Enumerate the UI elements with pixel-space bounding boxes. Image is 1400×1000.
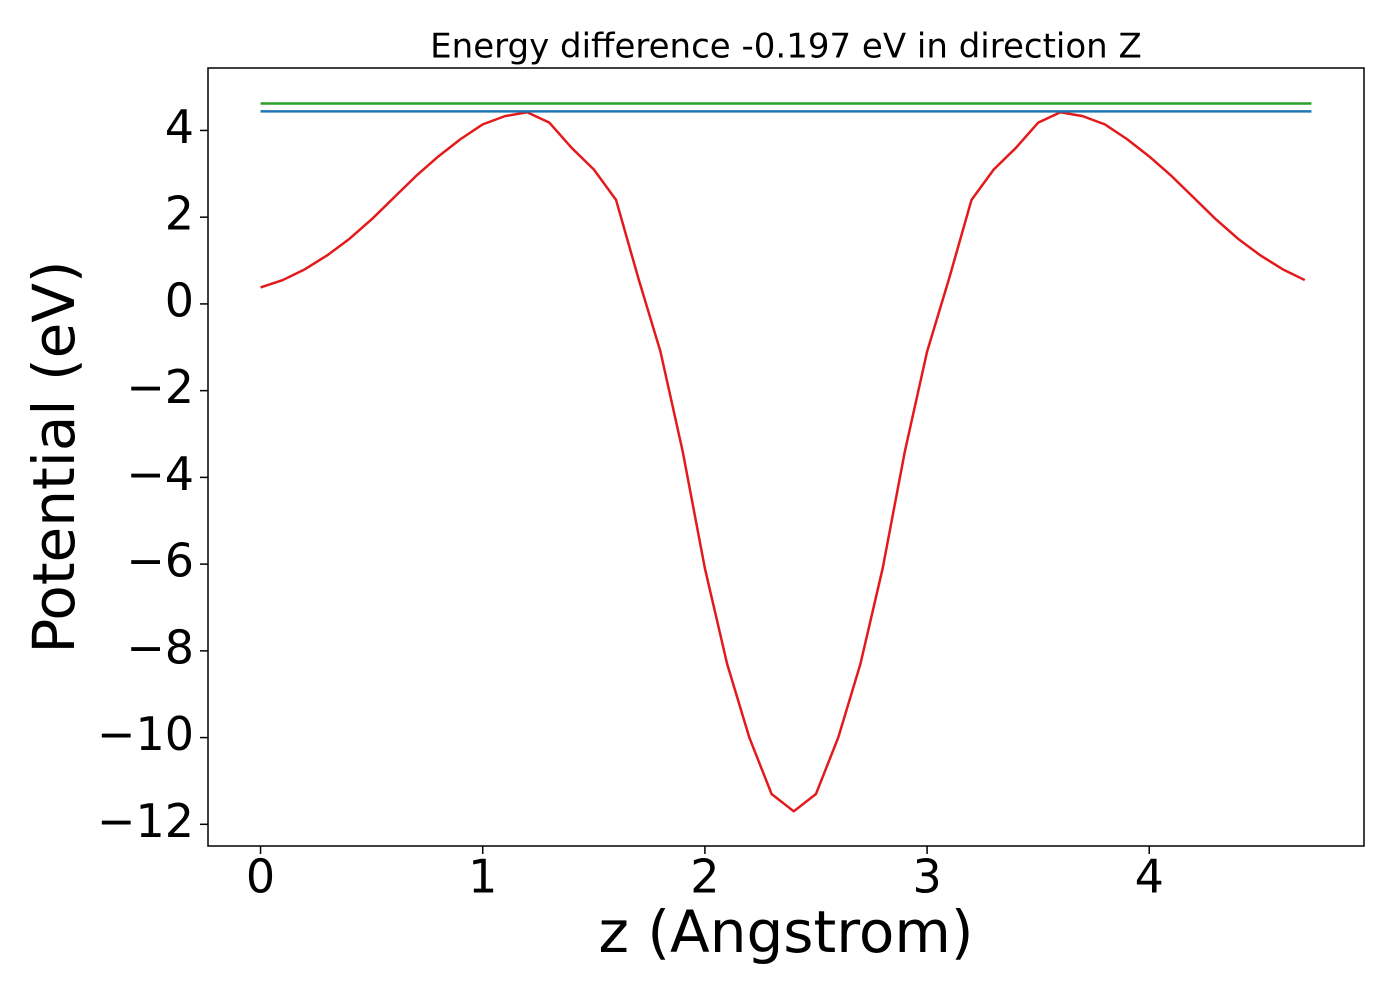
y-axis-label: Potential (eV)	[20, 260, 88, 653]
x-tick-label: 4	[1135, 850, 1164, 904]
y-tick-label: −2	[126, 360, 194, 414]
y-tick-label: −6	[126, 534, 194, 588]
y-tick-label: −10	[97, 707, 194, 761]
y-tick-label: 0	[165, 273, 194, 327]
plot-frame	[207, 67, 1365, 847]
x-tick-label: 2	[690, 850, 719, 904]
y-tick-label: −4	[126, 447, 194, 501]
y-tick-label: −8	[126, 620, 194, 674]
y-tick-label: 2	[165, 187, 194, 241]
y-tick-label: 4	[165, 100, 194, 154]
x-axis-label: z (Angstrom)	[599, 898, 974, 966]
chart-title: Energy difference -0.197 eV in direction…	[430, 27, 1142, 67]
x-tick-label: 0	[246, 850, 275, 904]
data-line	[260, 110, 1306, 813]
y-tick-label: −12	[97, 794, 194, 848]
x-tick-label: 3	[912, 850, 941, 904]
x-tick-label: 1	[468, 850, 497, 904]
